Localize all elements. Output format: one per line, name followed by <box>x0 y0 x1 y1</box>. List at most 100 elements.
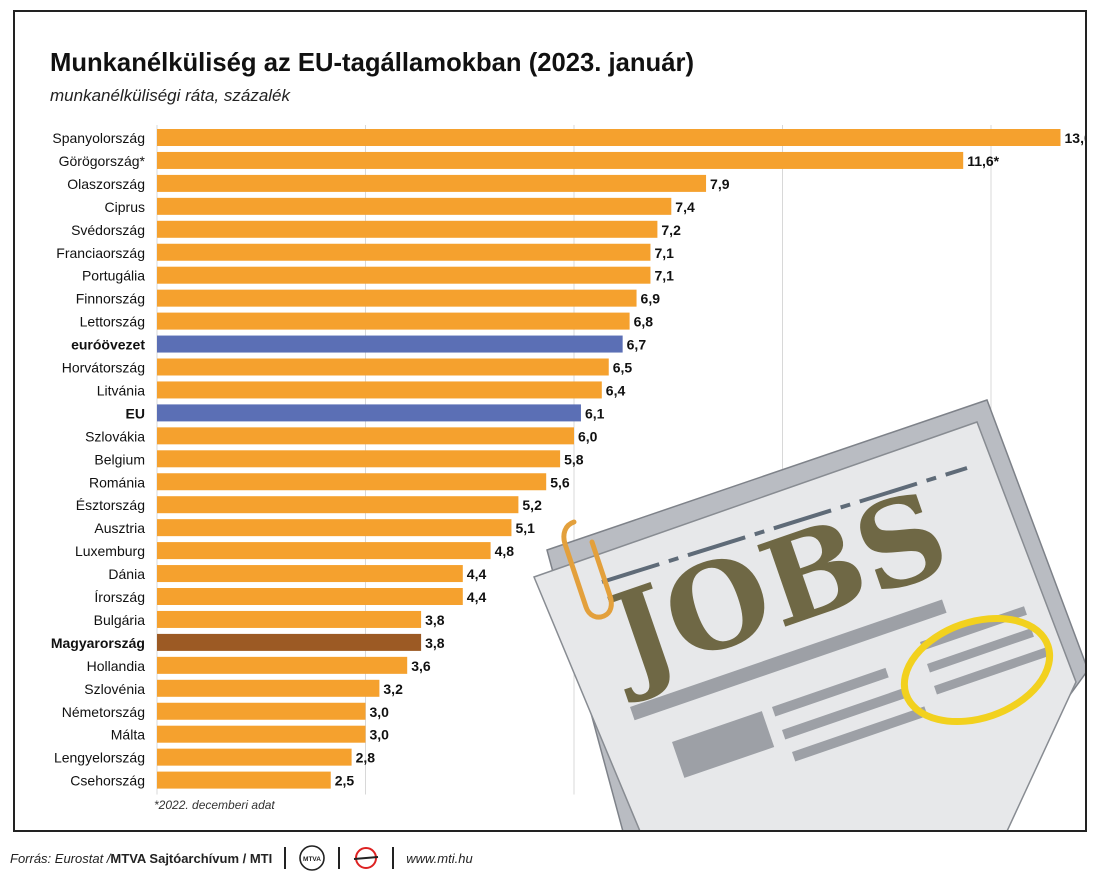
value-label-6: 7,1 <box>654 268 674 284</box>
category-label-13: Szlovákia <box>85 428 145 444</box>
category-label-10: Horvátország <box>62 360 145 376</box>
value-label-8: 6,8 <box>634 314 654 330</box>
category-label-25: Németország <box>62 704 145 720</box>
value-label-27: 2,8 <box>356 750 376 766</box>
value-label-17: 5,1 <box>515 520 535 536</box>
mti-logo-icon <box>354 847 379 869</box>
value-label-14: 5,8 <box>564 451 584 467</box>
mtva-logo-icon: MTVA <box>299 845 326 871</box>
category-label-11: Litvánia <box>97 382 145 398</box>
category-label-28: Csehország <box>70 773 145 789</box>
value-label-12: 6,1 <box>585 405 605 421</box>
category-label-23: Hollandia <box>87 658 146 674</box>
newspaper-front-sheet <box>533 421 1077 830</box>
bar-21 <box>157 610 422 628</box>
bar-2 <box>157 174 707 192</box>
value-label-25: 3,0 <box>370 704 390 720</box>
value-label-11: 6,4 <box>606 382 626 398</box>
category-label-15: Románia <box>89 474 145 490</box>
chart-title: Munkanélküliség az EU-tagállamokban (202… <box>50 47 694 77</box>
chart-canvas: Spanyolország Görögország* Olaszország Cipr… <box>50 47 1088 830</box>
category-label-14: Belgium <box>94 451 145 467</box>
bar-24 <box>157 679 380 697</box>
bar-23 <box>157 656 408 674</box>
category-label-12: EU <box>126 405 145 421</box>
category-label-21: Bulgária <box>94 612 146 628</box>
value-label-23: 3,6 <box>411 658 431 674</box>
bar-8 <box>157 312 630 330</box>
paperclip-icon <box>561 519 614 620</box>
separator <box>284 847 287 869</box>
bar-13 <box>157 427 574 445</box>
category-label-24: Szlovénia <box>84 681 145 697</box>
bar-6 <box>157 266 651 284</box>
category-label-18: Luxemburg <box>75 543 145 559</box>
category-label-2: Olaszország <box>67 176 145 192</box>
category-label-0: Spanyolország <box>52 130 145 146</box>
value-label-28: 2,5 <box>335 773 355 789</box>
bar-26 <box>157 725 366 743</box>
bar-17 <box>157 519 512 537</box>
category-label-5: Franciaország <box>56 245 145 261</box>
category-label-1: Görögország* <box>59 153 146 169</box>
value-labels: 13,011,6*7,97,47,27,17,16,96,86,76,56,46… <box>335 130 1088 789</box>
category-label-9: euróövezet <box>71 337 145 353</box>
website-link[interactable]: www.mti.hu <box>406 850 473 866</box>
value-label-19: 4,4 <box>467 566 487 582</box>
newspaper-text-lines <box>630 599 1051 778</box>
value-label-26: 3,0 <box>370 727 390 743</box>
category-labels: Spanyolország Görögország* Olaszország Cipr… <box>51 130 146 789</box>
bar-0 <box>157 129 1061 146</box>
value-label-1: 11,6* <box>967 153 999 169</box>
bar-11 <box>157 381 602 399</box>
bar-10 <box>157 358 609 376</box>
bar-18 <box>157 542 491 560</box>
bar-25 <box>157 702 366 720</box>
value-label-18: 4,8 <box>495 543 515 559</box>
bars <box>157 129 1061 789</box>
chart-frame: Spanyolország Görögország* Olaszország Cipr… <box>13 10 1087 832</box>
value-label-15: 5,6 <box>550 474 570 490</box>
bar-28 <box>157 771 331 789</box>
value-label-10: 6,5 <box>613 360 633 376</box>
category-label-19: Dánia <box>108 566 145 582</box>
bar-4 <box>157 220 658 238</box>
source-agency: MTVA Sajtóarchívum / MTI <box>110 850 273 866</box>
bar-5 <box>157 243 651 261</box>
bar-20 <box>157 588 463 605</box>
value-label-5: 7,1 <box>654 245 674 261</box>
category-label-20: Írország <box>94 589 145 605</box>
value-label-9: 6,7 <box>627 337 647 353</box>
bar-22 <box>157 633 422 651</box>
category-label-26: Málta <box>111 727 145 743</box>
bar-27 <box>157 748 352 766</box>
source-prefix: Forrás: Eurostat / <box>10 850 111 866</box>
value-label-16: 5,2 <box>522 497 542 513</box>
category-label-22: Magyarország <box>51 635 145 651</box>
value-label-0: 13,0 <box>1065 130 1088 146</box>
category-label-8: Lettország <box>80 314 145 330</box>
category-label-27: Lengyelország <box>54 750 145 766</box>
category-label-6: Portugália <box>82 268 145 284</box>
bar-3 <box>157 197 672 215</box>
bar-12 <box>157 404 581 422</box>
separator <box>392 847 395 869</box>
svg-text:MTVA: MTVA <box>303 856 321 863</box>
chart-subtitle: munkanélküliségi ráta, százalék <box>50 86 292 105</box>
source-footer: Forrás: Eurostat / MTVA Sajtóarchívum / … <box>10 843 473 873</box>
value-label-4: 7,2 <box>661 222 681 238</box>
chart-footnote: *2022. decemberi adat <box>154 798 275 812</box>
bar-14 <box>157 450 561 468</box>
value-label-3: 7,4 <box>675 199 695 215</box>
value-label-21: 3,8 <box>425 612 445 628</box>
value-label-22: 3,8 <box>425 635 445 651</box>
bar-9 <box>157 335 623 353</box>
category-label-17: Ausztria <box>94 520 145 536</box>
category-label-16: Észtország <box>76 497 145 513</box>
value-label-7: 6,9 <box>641 291 661 307</box>
bar-7 <box>157 289 637 307</box>
category-label-7: Finnország <box>76 291 145 307</box>
value-label-13: 6,0 <box>578 428 598 444</box>
value-label-24: 3,2 <box>383 681 403 697</box>
value-label-2: 7,9 <box>710 176 730 192</box>
